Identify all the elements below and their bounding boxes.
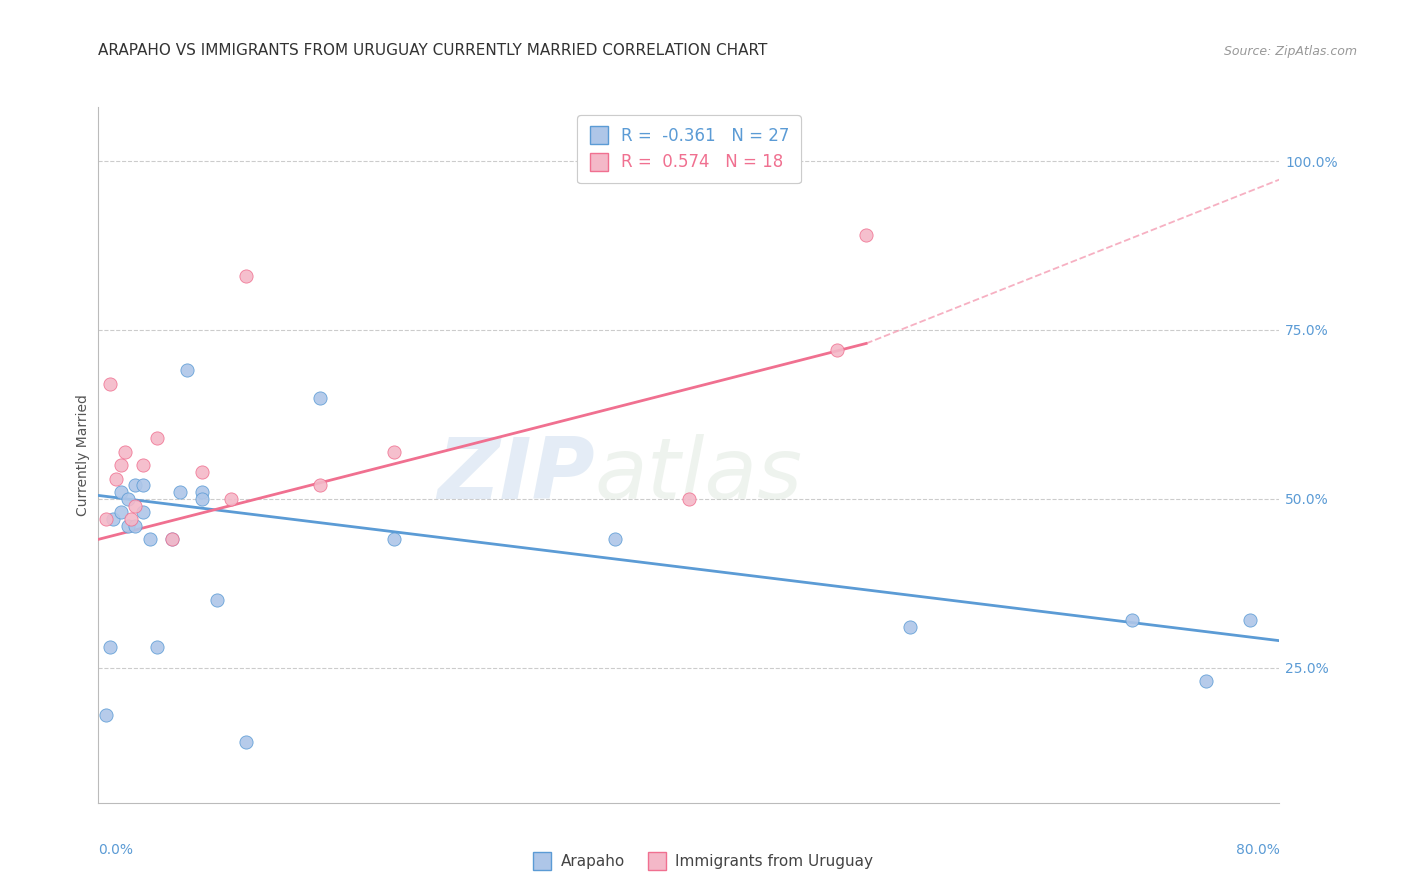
Point	[191, 485, 214, 500]
Y-axis label: Currently Married: Currently Married	[76, 394, 90, 516]
Point	[1121, 614, 1143, 628]
Text: ZIP: ZIP	[437, 434, 595, 517]
Point	[139, 533, 162, 547]
Point	[124, 519, 146, 533]
Point	[205, 593, 228, 607]
Point	[309, 478, 332, 492]
Point	[176, 363, 198, 377]
Text: 0.0%: 0.0%	[98, 843, 134, 857]
Point	[605, 533, 627, 547]
Point	[120, 512, 142, 526]
Point	[825, 343, 848, 358]
Point	[114, 444, 136, 458]
Point	[117, 491, 139, 506]
Point	[124, 499, 146, 513]
Point	[105, 472, 128, 486]
Point	[678, 491, 700, 506]
Point	[124, 478, 146, 492]
Point	[98, 640, 121, 655]
Point	[900, 620, 922, 634]
Point	[132, 458, 155, 472]
Point	[117, 519, 139, 533]
Legend: Arapaho, Immigrants from Uruguay: Arapaho, Immigrants from Uruguay	[527, 848, 879, 875]
Point	[382, 533, 405, 547]
Text: Source: ZipAtlas.com: Source: ZipAtlas.com	[1223, 45, 1357, 58]
Point	[94, 708, 117, 723]
Point	[235, 268, 257, 283]
Point	[191, 491, 214, 506]
Legend: R =  -0.361   N = 27, R =  0.574   N = 18: R = -0.361 N = 27, R = 0.574 N = 18	[578, 115, 800, 183]
Point	[1239, 614, 1261, 628]
Text: atlas: atlas	[595, 434, 803, 517]
Point	[235, 735, 257, 749]
Point	[169, 485, 191, 500]
Point	[309, 391, 332, 405]
Point	[1195, 674, 1218, 689]
Point	[110, 485, 132, 500]
Point	[855, 228, 877, 243]
Point	[103, 512, 125, 526]
Point	[382, 444, 405, 458]
Point	[146, 431, 169, 445]
Point	[94, 512, 117, 526]
Point	[98, 376, 121, 391]
Point	[110, 505, 132, 519]
Point	[132, 505, 155, 519]
Point	[146, 640, 169, 655]
Point	[162, 533, 183, 547]
Point	[110, 458, 132, 472]
Point	[219, 491, 242, 506]
Point	[162, 533, 183, 547]
Text: ARAPAHO VS IMMIGRANTS FROM URUGUAY CURRENTLY MARRIED CORRELATION CHART: ARAPAHO VS IMMIGRANTS FROM URUGUAY CURRE…	[98, 43, 768, 58]
Text: 80.0%: 80.0%	[1236, 843, 1279, 857]
Point	[132, 478, 155, 492]
Point	[191, 465, 214, 479]
